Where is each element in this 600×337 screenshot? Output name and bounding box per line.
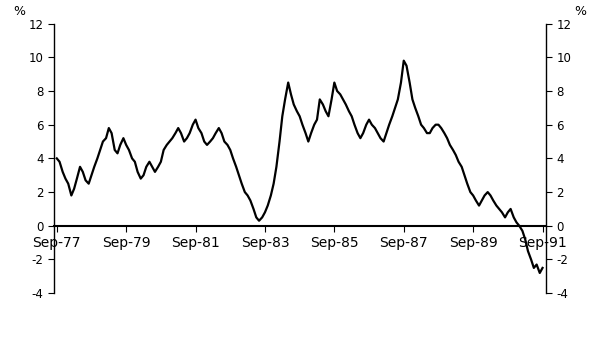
Text: %: % <box>574 5 586 18</box>
Text: %: % <box>14 5 26 18</box>
